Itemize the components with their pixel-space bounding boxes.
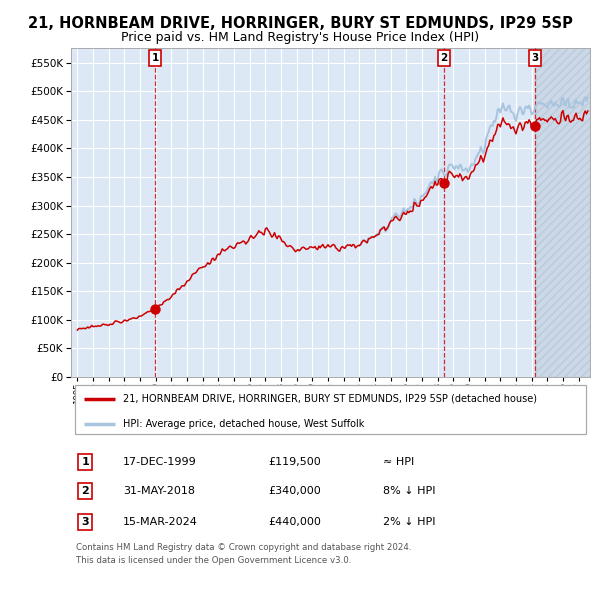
Text: 15-MAR-2024: 15-MAR-2024: [123, 517, 197, 527]
Text: 21, HORNBEAM DRIVE, HORRINGER, BURY ST EDMUNDS, IP29 5SP: 21, HORNBEAM DRIVE, HORRINGER, BURY ST E…: [28, 16, 572, 31]
Bar: [535, 48, 590, 377]
Text: Contains HM Land Registry data © Crown copyright and database right 2024.
This d: Contains HM Land Registry data © Crown c…: [76, 543, 412, 565]
Text: 3: 3: [82, 517, 89, 527]
Text: HPI: Average price, detached house, West Suffolk: HPI: Average price, detached house, West…: [123, 419, 364, 429]
FancyBboxPatch shape: [75, 385, 586, 434]
Text: 3: 3: [531, 53, 538, 63]
Text: Price paid vs. HM Land Registry's House Price Index (HPI): Price paid vs. HM Land Registry's House …: [121, 31, 479, 44]
Text: 21, HORNBEAM DRIVE, HORRINGER, BURY ST EDMUNDS, IP29 5SP (detached house): 21, HORNBEAM DRIVE, HORRINGER, BURY ST E…: [123, 394, 537, 404]
Bar: [535, 48, 590, 377]
Text: 1: 1: [82, 457, 89, 467]
Text: 31-MAY-2018: 31-MAY-2018: [123, 486, 195, 496]
Text: 2: 2: [82, 486, 89, 496]
Text: ≈ HPI: ≈ HPI: [383, 457, 414, 467]
Text: 17-DEC-1999: 17-DEC-1999: [123, 457, 197, 467]
Text: 8% ↓ HPI: 8% ↓ HPI: [383, 486, 435, 496]
Text: 1: 1: [151, 53, 159, 63]
Text: £340,000: £340,000: [268, 486, 321, 496]
Text: £119,500: £119,500: [268, 457, 321, 467]
Text: 2% ↓ HPI: 2% ↓ HPI: [383, 517, 435, 527]
Text: 2: 2: [440, 53, 448, 63]
Text: £440,000: £440,000: [268, 517, 321, 527]
